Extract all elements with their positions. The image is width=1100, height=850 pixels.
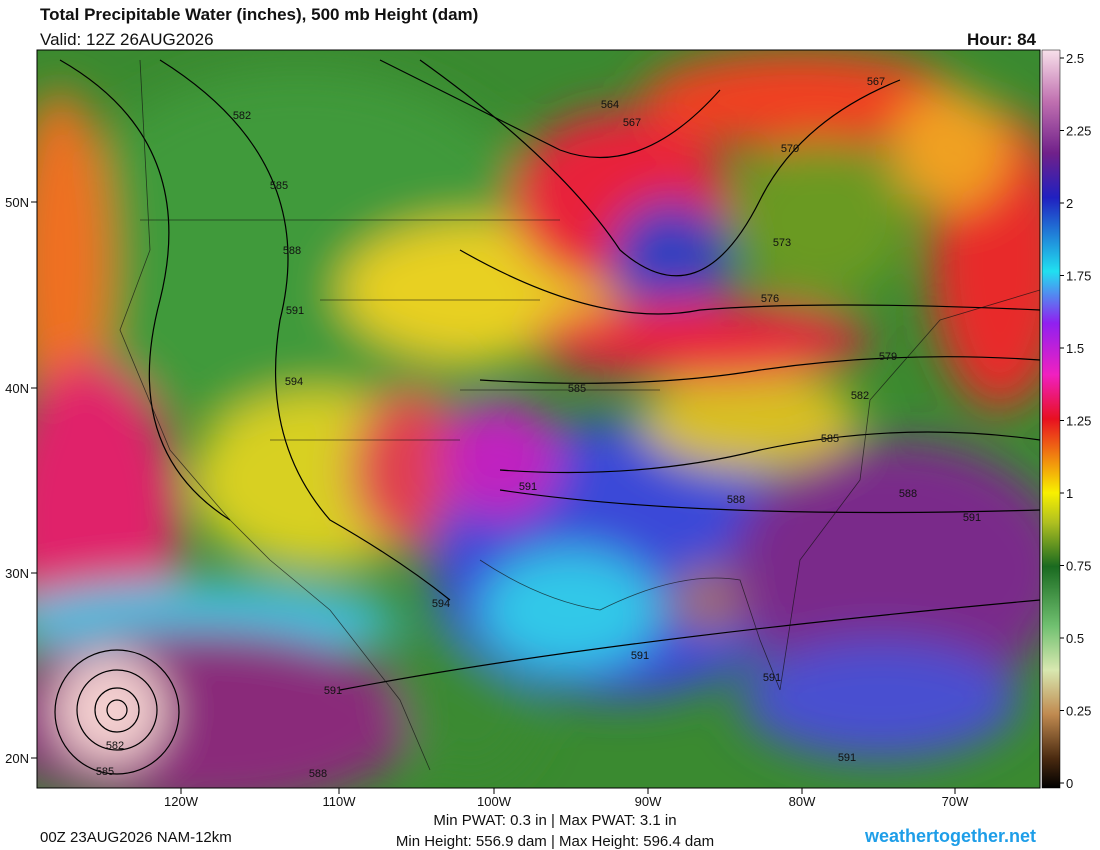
- lon-label: 110W: [323, 794, 357, 809]
- contour-label: 582: [233, 110, 251, 122]
- colorbar-label: 2: [1066, 196, 1073, 211]
- colorbar-label: 2.25: [1066, 124, 1091, 139]
- colorbar-label: 1.75: [1066, 269, 1091, 284]
- lon-label: 100W: [477, 794, 512, 809]
- contour-label: 585: [568, 383, 586, 395]
- lon-label: 80W: [789, 794, 816, 809]
- colorbar-label: 1.5: [1066, 341, 1084, 356]
- contour-label: 582: [106, 740, 124, 752]
- colorbar-label: 0.75: [1066, 559, 1091, 574]
- lat-label: 30N: [5, 566, 29, 581]
- contour-label: 585: [821, 433, 839, 445]
- model-run: 00Z 23AUG2026 NAM-12km: [40, 829, 232, 846]
- contour-label: 591: [963, 512, 981, 524]
- contour-label: 594: [432, 598, 450, 610]
- lat-label: 20N: [5, 751, 29, 766]
- map-field: [37, 50, 1040, 788]
- colorbar-label: 0.25: [1066, 704, 1091, 719]
- contour-label: 582: [851, 390, 869, 402]
- contour-label: 588: [899, 488, 917, 500]
- contour-label: 591: [324, 685, 342, 697]
- contour-label: 564: [601, 99, 619, 111]
- contour-label: 567: [867, 76, 885, 88]
- site-credit: weathertogether.net: [864, 826, 1036, 846]
- contour-label: 570: [781, 143, 799, 155]
- contour-label: 585: [96, 766, 114, 778]
- lat-label: 50N: [5, 195, 29, 210]
- colorbar-label: 0.5: [1066, 631, 1084, 646]
- contour-label: 591: [763, 672, 781, 684]
- valid-time: Valid: 12Z 26AUG2026: [40, 30, 214, 49]
- contour-label: 588: [309, 768, 327, 780]
- contour-label: 588: [283, 245, 301, 257]
- lat-label: 40N: [5, 381, 29, 396]
- contour-label: 585: [270, 180, 288, 192]
- height-range: Min Height: 556.9 dam | Max Height: 596.…: [396, 833, 714, 850]
- colorbar: [1041, 49, 1061, 789]
- contour-label: 591: [838, 752, 856, 764]
- contour-label: 579: [879, 351, 897, 363]
- map-frame: [36, 49, 1041, 789]
- contour-label: 591: [519, 481, 537, 493]
- contour-label: 567: [623, 117, 641, 129]
- colorbar-label: 2.5: [1066, 51, 1084, 66]
- contour-label: 594: [285, 376, 303, 388]
- pwat-range: Min PWAT: 0.3 in | Max PWAT: 3.1 in: [433, 812, 676, 829]
- lon-label: 70W: [942, 794, 969, 809]
- forecast-hour: Hour: 84: [967, 30, 1037, 49]
- lon-label: 90W: [635, 794, 662, 809]
- contour-label: 573: [773, 237, 791, 249]
- lon-label: 120W: [164, 794, 199, 809]
- title: Total Precipitable Water (inches), 500 m…: [40, 5, 478, 24]
- colorbar-label: 1.25: [1066, 414, 1091, 429]
- contour-label: 576: [761, 293, 779, 305]
- colorbar-label: 0: [1066, 776, 1073, 791]
- contour-label: 591: [631, 650, 649, 662]
- contour-label: 591: [286, 305, 304, 317]
- colorbar-label: 1: [1066, 486, 1073, 501]
- contour-label: 588: [727, 494, 745, 506]
